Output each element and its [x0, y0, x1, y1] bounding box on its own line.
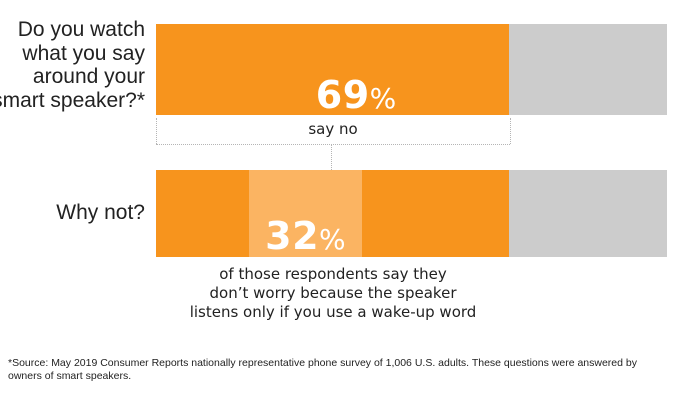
question-1-line: Do you watch — [17, 18, 145, 41]
bracket-right — [510, 118, 511, 144]
caption-line: listens only if you use a wake-up word — [189, 303, 477, 321]
question-2-label: Why not? — [56, 201, 145, 224]
caption-wake-word: of those respondents say they don’t worr… — [156, 265, 510, 322]
question-1-line: what you say — [22, 41, 145, 65]
value-number: 32 — [265, 214, 320, 258]
bracket-connector — [331, 144, 332, 170]
question-1-line: smart speaker?* — [0, 88, 145, 112]
bar-why-not: 32% — [156, 170, 667, 258]
value-label-69: 69% — [156, 73, 556, 117]
value-number: 69 — [315, 73, 370, 117]
caption-say-no: say no — [308, 120, 358, 138]
caption-line: of those respondents say they — [219, 265, 447, 283]
footnote-line: owners of smart speakers. — [8, 370, 132, 382]
value-label-32: 32% — [219, 214, 392, 258]
percent-sign: % — [319, 223, 346, 256]
bar-segment-say-no — [156, 24, 509, 115]
bar-watch-what-you-say: 69% — [156, 24, 667, 117]
question-1-line: around your — [32, 65, 145, 88]
bar-segment-wake-word — [249, 170, 362, 257]
bar-segment-remainder — [508, 170, 667, 257]
question-1-label: Do you watch what you say around your sm… — [0, 18, 145, 112]
footnote-line: *Source: May 2019 Consumer Reports natio… — [8, 357, 637, 369]
bar-segment-say-no-left — [156, 170, 249, 257]
bracket-bottom — [156, 144, 510, 145]
source-footnote: *Source: May 2019 Consumer Reports natio… — [8, 357, 698, 383]
bracket-left — [156, 118, 157, 144]
bar-segment-remainder — [508, 24, 667, 115]
caption-line: don’t worry because the speaker — [209, 284, 457, 302]
percent-sign: % — [369, 82, 397, 115]
bar-segment-say-no-right — [361, 170, 509, 257]
